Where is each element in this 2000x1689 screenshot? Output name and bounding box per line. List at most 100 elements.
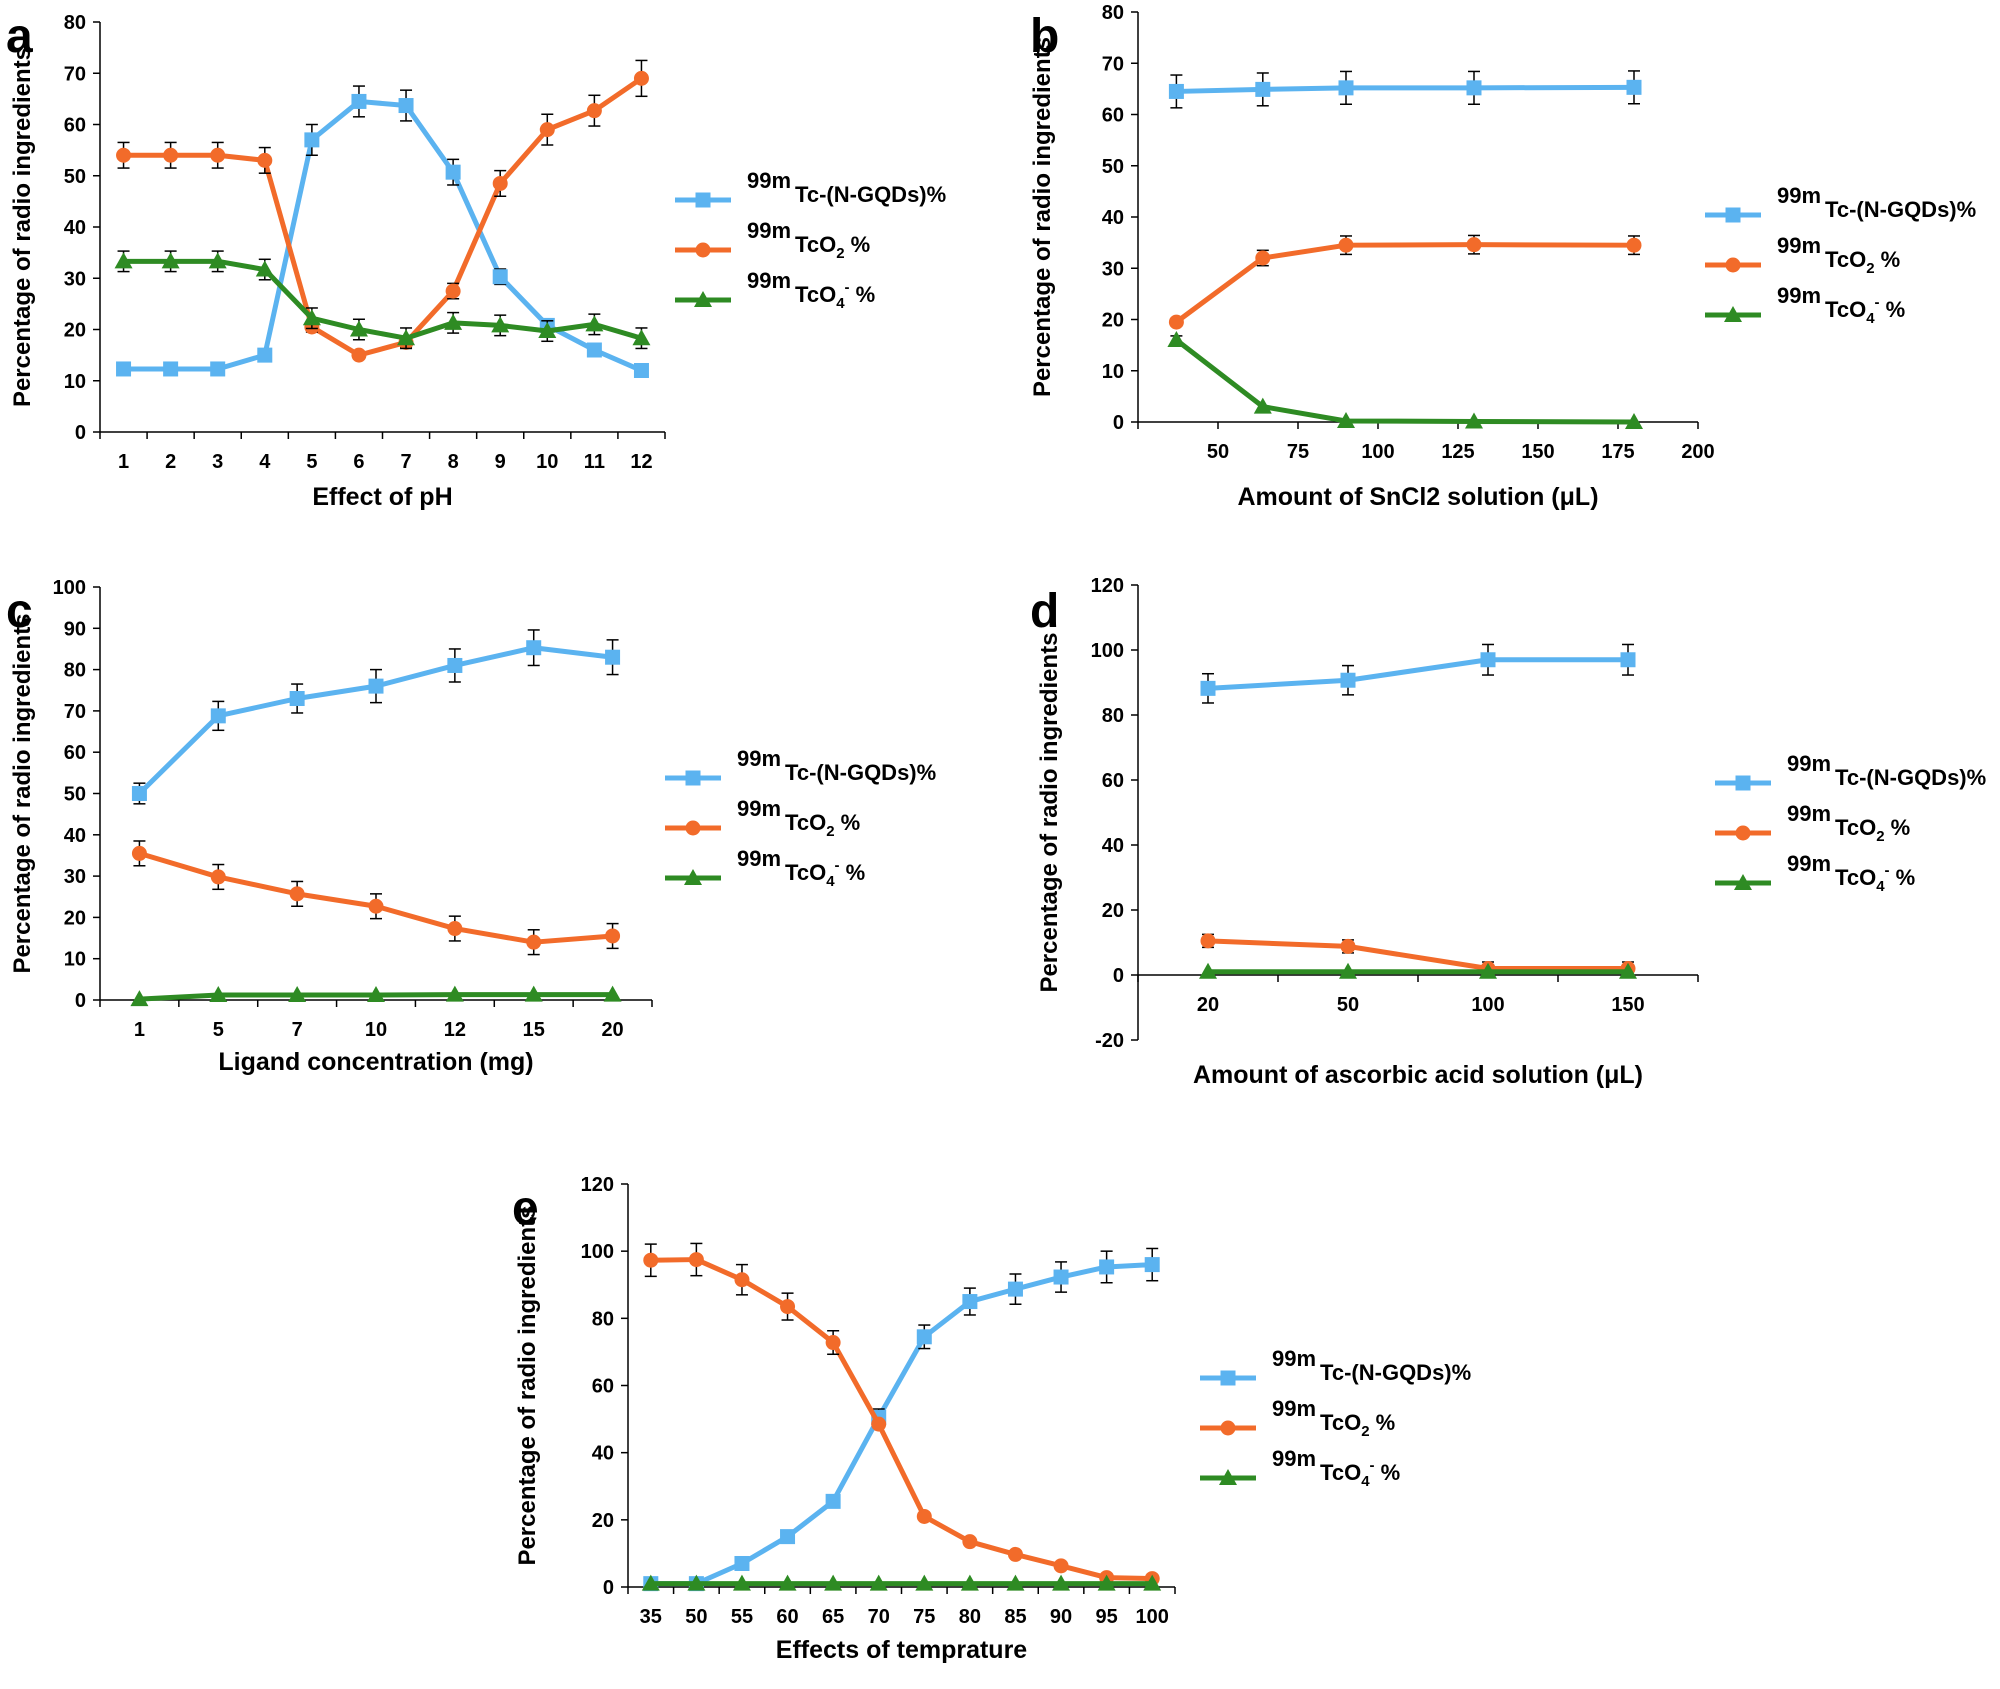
data-point-e-1	[1007, 1546, 1023, 1562]
y-tick-label-b: 10	[1102, 361, 1124, 383]
y-tick-label-c: 60	[64, 742, 86, 764]
series-b-2	[1167, 331, 1643, 429]
legend-entry-d-tco2: 99mTcO2 %	[1715, 801, 1910, 845]
x-tick-label-a: 5	[306, 451, 317, 473]
data-point-c-1	[131, 845, 147, 861]
data-point-c-2	[288, 986, 307, 1003]
x-tick-label-c: 12	[444, 1019, 466, 1041]
data-point-e-0	[1053, 1269, 1069, 1285]
data-point-a-1	[445, 283, 461, 299]
data-point-b-1	[1255, 250, 1271, 266]
legend-label-d-ngqds: 99mTc-(N-GQDs)%	[1787, 751, 1986, 790]
x-tick-label-c: 7	[292, 1019, 303, 1041]
legend-entry-a-tco2: 99mTcO2 %	[675, 218, 870, 262]
data-point-b-1	[1626, 237, 1642, 253]
data-point-d-0	[1200, 680, 1216, 696]
x-axis-title-c: Ligand concentration (mg)	[218, 1048, 533, 1076]
data-point-a-2	[444, 313, 463, 330]
legend-entry-b-ngqds: 99mTc-(N-GQDs)%	[1705, 183, 1976, 223]
y-tick-label-d: 0	[1113, 965, 1124, 987]
y-tick-label-b: 0	[1113, 412, 1124, 434]
series-e-0	[643, 1247, 1160, 1592]
data-point-e-0	[1007, 1281, 1023, 1297]
x-tick-label-e: 60	[776, 1606, 798, 1628]
data-point-b-0	[1255, 81, 1271, 97]
data-point-b-2	[1465, 412, 1483, 429]
legend-entry-c-tco2: 99mTcO2 %	[665, 796, 860, 840]
data-point-e-1	[825, 1335, 841, 1351]
series-c-0	[131, 629, 621, 805]
x-tick-label-c: 1	[134, 1019, 145, 1041]
y-axis-title-b: Percentage of radio ingredients	[1029, 37, 1056, 397]
legend-marker-a-tco4	[694, 291, 712, 307]
legend-entry-d-ngqds: 99mTc-(N-GQDs)%	[1715, 751, 1986, 791]
data-point-e-2	[869, 1574, 888, 1591]
data-point-d-2	[1339, 962, 1357, 979]
x-tick-label-e: 65	[822, 1606, 844, 1628]
y-tick-label-b: 50	[1102, 156, 1124, 178]
data-point-e-2	[824, 1574, 843, 1591]
x-tick-label-e: 100	[1136, 1606, 1169, 1628]
data-point-a-1	[351, 347, 367, 363]
x-tick-label-e: 95	[1096, 1606, 1118, 1628]
data-point-e-0	[1144, 1257, 1160, 1273]
data-point-b-1	[1466, 237, 1482, 253]
x-tick-label-e: 75	[913, 1606, 935, 1628]
y-tick-label-c: 100	[53, 577, 86, 599]
x-tick-label-a: 1	[118, 451, 129, 473]
x-tick-label-a: 6	[353, 451, 364, 473]
legend-marker-b-tco2	[1725, 257, 1741, 273]
y-tick-label-a: 70	[64, 63, 86, 85]
x-tick-label-d: 100	[1471, 994, 1504, 1016]
data-point-a-0	[163, 361, 179, 377]
data-point-a-0	[210, 361, 226, 377]
legend-label-a-tco2: 99mTcO2 %	[747, 218, 870, 262]
series-d-2	[1199, 962, 1637, 979]
data-point-e-1	[780, 1299, 796, 1315]
legend-marker-d-ngqds	[1735, 775, 1751, 791]
legend-label-b-tco4: 99mTcO4- %	[1777, 283, 1905, 327]
data-point-c-0	[210, 708, 226, 724]
legend-marker-b-ngqds	[1725, 207, 1741, 223]
legend-entry-d-tco4: 99mTcO4- %	[1715, 851, 1915, 895]
y-tick-label-b: 60	[1102, 105, 1124, 127]
data-point-a-1	[539, 122, 555, 138]
data-point-b-0	[1466, 80, 1482, 96]
legend-entry-c-ngqds: 99mTc-(N-GQDs)%	[665, 746, 936, 786]
y-tick-label-b: 30	[1102, 258, 1124, 280]
series-c-2	[130, 985, 622, 1007]
data-point-e-1	[871, 1416, 887, 1432]
series-line-a-2	[123, 258, 643, 341]
legend-label-a-tco4: 99mTcO4- %	[747, 268, 875, 312]
legend-label-c-tco2: 99mTcO2 %	[737, 796, 860, 840]
y-axis-title-e: Percentage of radio ingredients	[514, 1205, 541, 1565]
legend-label-e-tco2: 99mTcO2 %	[1272, 1396, 1395, 1440]
y-axis-title-d: Percentage of radio ingredients	[1036, 632, 1063, 992]
x-tick-label-c: 10	[365, 1019, 387, 1041]
data-point-d-2	[1199, 962, 1217, 979]
panel-label-e: e	[512, 1182, 539, 1235]
series-line-e-1	[650, 1257, 1153, 1582]
data-point-e-2	[960, 1574, 979, 1591]
x-tick-label-e: 80	[959, 1606, 981, 1628]
data-point-e-0	[916, 1329, 932, 1345]
legend-entry-e-tco2: 99mTcO2 %	[1200, 1396, 1395, 1440]
series-b-1	[1168, 234, 1642, 330]
legend-marker-e-tco4	[1219, 1469, 1237, 1485]
legend-label-b-ngqds: 99mTc-(N-GQDs)%	[1777, 183, 1976, 222]
data-point-a-1	[492, 175, 508, 191]
y-tick-label-d: -20	[1095, 1030, 1124, 1052]
data-point-a-2	[114, 252, 133, 269]
data-point-d-0	[1620, 652, 1636, 668]
x-tick-label-d: 20	[1197, 994, 1219, 1016]
y-tick-label-b: 40	[1102, 207, 1124, 229]
x-axis-title-e: Effects of temprature	[776, 1636, 1028, 1664]
data-point-e-2	[1052, 1574, 1071, 1591]
data-point-a-0	[445, 164, 461, 180]
legend-label-e-ngqds: 99mTc-(N-GQDs)%	[1272, 1346, 1471, 1385]
y-tick-label-e: 0	[603, 1577, 614, 1599]
x-tick-label-a: 9	[495, 451, 506, 473]
data-point-a-2	[538, 322, 557, 339]
data-point-d-0	[1480, 652, 1496, 668]
legend-label-d-tco4: 99mTcO4- %	[1787, 851, 1915, 895]
